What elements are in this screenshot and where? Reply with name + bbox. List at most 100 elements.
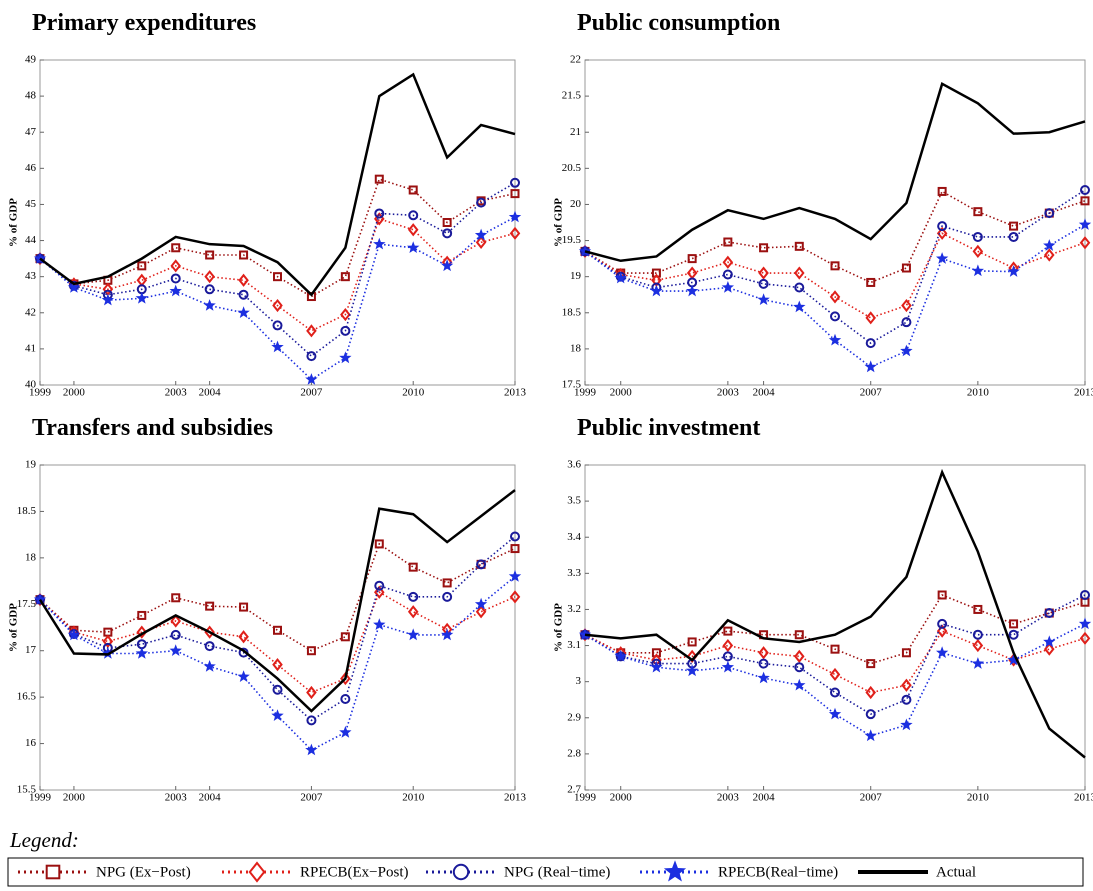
marker-square bbox=[239, 602, 249, 612]
marker-diamond bbox=[1044, 248, 1055, 262]
y-tick-label: 15.5 bbox=[17, 784, 37, 796]
series-line bbox=[39, 217, 516, 332]
marker-circle bbox=[722, 269, 733, 280]
marker-diamond bbox=[238, 630, 249, 644]
y-tick-label: 20 bbox=[570, 198, 582, 210]
marker-square bbox=[830, 644, 840, 654]
legend-label: NPG (Real−time) bbox=[504, 864, 610, 880]
marker-diamond bbox=[374, 585, 385, 599]
x-tick-label: 1999 bbox=[29, 387, 52, 399]
marker-star bbox=[474, 228, 488, 241]
marker-circle bbox=[1008, 231, 1019, 242]
marker-square bbox=[273, 625, 282, 635]
marker-square bbox=[510, 544, 520, 554]
marker-star bbox=[828, 707, 842, 720]
y-tick-label: 44 bbox=[25, 234, 37, 246]
marker-star bbox=[339, 351, 352, 364]
marker-circle bbox=[442, 591, 453, 602]
chart-title: Primary expenditures bbox=[32, 10, 256, 36]
legend-label: NPG (Ex−Post) bbox=[96, 864, 191, 880]
y-tick-label: 42 bbox=[25, 306, 36, 318]
x-tick-label: 2000 bbox=[610, 387, 633, 399]
marker-circle bbox=[1080, 185, 1090, 195]
x-tick-label: 2007 bbox=[300, 792, 323, 804]
marker-diamond bbox=[722, 255, 734, 269]
y-tick-label: 21 bbox=[570, 126, 581, 138]
y-tick-label: 48 bbox=[25, 90, 37, 102]
legend-label: RPECB(Real−time) bbox=[718, 864, 838, 880]
marker-square bbox=[408, 185, 418, 195]
marker-circle bbox=[830, 687, 840, 698]
marker-star bbox=[339, 725, 352, 738]
marker-square bbox=[171, 243, 181, 253]
x-tick-label: 2003 bbox=[165, 792, 188, 804]
marker-star bbox=[971, 264, 984, 277]
marker-diamond bbox=[865, 685, 876, 700]
x-tick-label: 2010 bbox=[402, 387, 425, 399]
series-line bbox=[584, 190, 1086, 284]
y-tick-label: 18 bbox=[25, 551, 37, 563]
marker-star bbox=[169, 284, 182, 297]
marker-square bbox=[442, 578, 452, 588]
marker-diamond bbox=[204, 270, 215, 284]
marker-star bbox=[971, 657, 984, 669]
marker-circle bbox=[510, 531, 520, 542]
marker-square bbox=[171, 593, 181, 603]
marker-diamond bbox=[972, 638, 984, 653]
y-tick-label: 47 bbox=[25, 126, 37, 138]
marker-square bbox=[901, 263, 911, 273]
marker-circle bbox=[340, 325, 351, 336]
marker-diamond bbox=[901, 298, 912, 313]
marker-square bbox=[687, 254, 697, 264]
marker-star bbox=[650, 284, 663, 297]
y-tick-label: 46 bbox=[25, 162, 37, 174]
marker-star bbox=[135, 647, 148, 659]
marker-star bbox=[686, 284, 699, 297]
x-tick-label: 2013 bbox=[504, 387, 527, 399]
y-tick-label: 2.9 bbox=[567, 711, 581, 723]
marker-star bbox=[169, 644, 182, 656]
x-tick-label: 2003 bbox=[717, 387, 740, 399]
marker-star bbox=[578, 244, 592, 257]
x-tick-label: 2000 bbox=[63, 387, 86, 399]
legend-marker bbox=[663, 860, 687, 882]
marker-star bbox=[578, 628, 592, 640]
marker-square bbox=[723, 626, 733, 636]
marker-circle bbox=[830, 311, 840, 322]
marker-diamond bbox=[794, 266, 805, 280]
marker-star bbox=[793, 678, 806, 691]
marker-diamond bbox=[865, 311, 876, 325]
marker-square bbox=[866, 659, 876, 669]
marker-circle bbox=[758, 658, 769, 669]
marker-diamond bbox=[686, 266, 698, 280]
marker-star bbox=[33, 593, 47, 605]
marker-square bbox=[374, 174, 384, 184]
marker-star bbox=[305, 743, 318, 756]
x-tick-label: 2000 bbox=[610, 792, 633, 804]
legend-marker bbox=[45, 864, 61, 880]
marker-diamond bbox=[475, 235, 487, 249]
marker-diamond bbox=[407, 605, 419, 619]
y-tick-label: 16 bbox=[25, 737, 37, 749]
marker-circle bbox=[972, 231, 983, 242]
y-tick-label: 41 bbox=[25, 342, 36, 354]
x-tick-label: 2007 bbox=[300, 387, 323, 399]
marker-diamond bbox=[272, 298, 283, 313]
marker-star bbox=[614, 649, 627, 662]
marker-diamond bbox=[170, 259, 181, 273]
series-line bbox=[39, 72, 516, 297]
marker-diamond bbox=[758, 646, 769, 660]
marker-diamond bbox=[829, 667, 841, 682]
y-tick-label: 19 bbox=[25, 459, 37, 471]
x-tick-label: 2003 bbox=[717, 792, 740, 804]
marker-square bbox=[306, 646, 316, 656]
marker-circle bbox=[476, 559, 487, 570]
marker-star bbox=[1078, 617, 1092, 630]
marker-star bbox=[237, 306, 250, 318]
marker-diamond bbox=[722, 638, 734, 653]
marker-square bbox=[1009, 619, 1019, 629]
marker-square bbox=[794, 630, 804, 640]
y-tick-label: 22 bbox=[570, 54, 581, 66]
marker-square bbox=[1080, 196, 1090, 206]
